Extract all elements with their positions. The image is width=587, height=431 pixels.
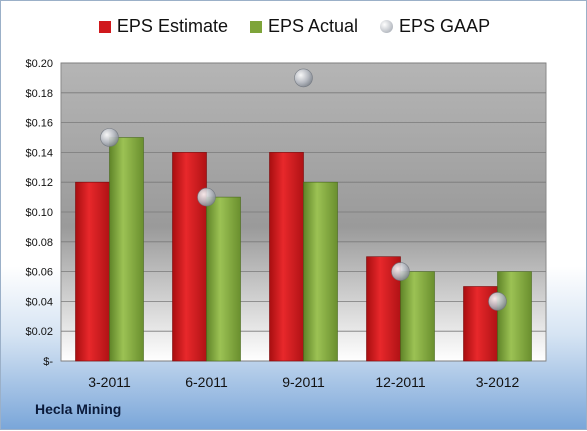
legend-swatch-estimate xyxy=(98,20,111,33)
legend-item-estimate: EPS Estimate xyxy=(98,16,228,37)
y-tick-label: $- xyxy=(43,356,53,368)
bar-eps-estimate xyxy=(75,181,110,362)
bar-eps-actual xyxy=(206,196,241,362)
bar-eps-estimate xyxy=(269,152,304,362)
legend-swatch-gaap xyxy=(380,20,394,33)
bar-eps-estimate xyxy=(172,152,207,362)
bar-eps-actual xyxy=(303,181,338,362)
legend-label-estimate: EPS Estimate xyxy=(116,16,228,36)
point-eps-gaap xyxy=(488,292,507,311)
bar-eps-actual xyxy=(109,137,144,362)
y-tick-label: $0.20 xyxy=(25,58,53,70)
legend-swatch-actual xyxy=(249,20,262,33)
y-tick-label: $0.14 xyxy=(25,147,53,159)
bar-eps-estimate xyxy=(463,286,498,362)
point-eps-gaap xyxy=(197,187,216,207)
y-tick-label: $0.08 xyxy=(25,237,53,249)
x-axis-ticks: 3-2011 6-2011 9-2011 12-2011 3-2012 xyxy=(88,374,519,390)
y-tick-label: $0.02 xyxy=(25,326,53,338)
legend-label-actual: EPS Actual xyxy=(267,16,359,36)
bar-eps-actual xyxy=(400,271,435,362)
x-tick-label: 9-2011 xyxy=(282,374,325,390)
company-name: Hecla Mining xyxy=(35,401,122,417)
legend: EPS Estimate EPS Actual EPS GAAP xyxy=(1,16,587,37)
legend-label-gaap: EPS GAAP xyxy=(399,16,491,36)
y-tick-label: $0.12 xyxy=(25,177,53,189)
bar-eps-actual xyxy=(497,271,532,362)
legend-item-actual: EPS Actual xyxy=(249,16,359,37)
y-axis-ticks: $- $0.02 $0.04 $0.06 $0.08 $0.10 $0.12 $0.14 $0.… xyxy=(25,58,53,368)
legend-item-gaap: EPS GAAP xyxy=(380,16,490,37)
bars xyxy=(75,137,532,362)
x-tick-label: 6-2011 xyxy=(185,374,228,390)
y-tick-label: $0.04 xyxy=(25,296,53,308)
point-eps-gaap xyxy=(294,68,313,88)
gaap-points xyxy=(100,68,507,311)
x-tick-label: 3-2011 xyxy=(88,374,131,390)
y-tick-label: $0.06 xyxy=(25,267,53,279)
point-eps-gaap xyxy=(391,262,410,281)
point-eps-gaap xyxy=(100,128,119,147)
y-tick-label: $0.10 xyxy=(25,207,53,219)
x-tick-label: 12-2011 xyxy=(375,374,426,390)
x-tick-label: 3-2012 xyxy=(476,374,520,390)
y-tick-label: $0.18 xyxy=(25,88,53,100)
y-tick-label: $0.16 xyxy=(25,118,53,130)
